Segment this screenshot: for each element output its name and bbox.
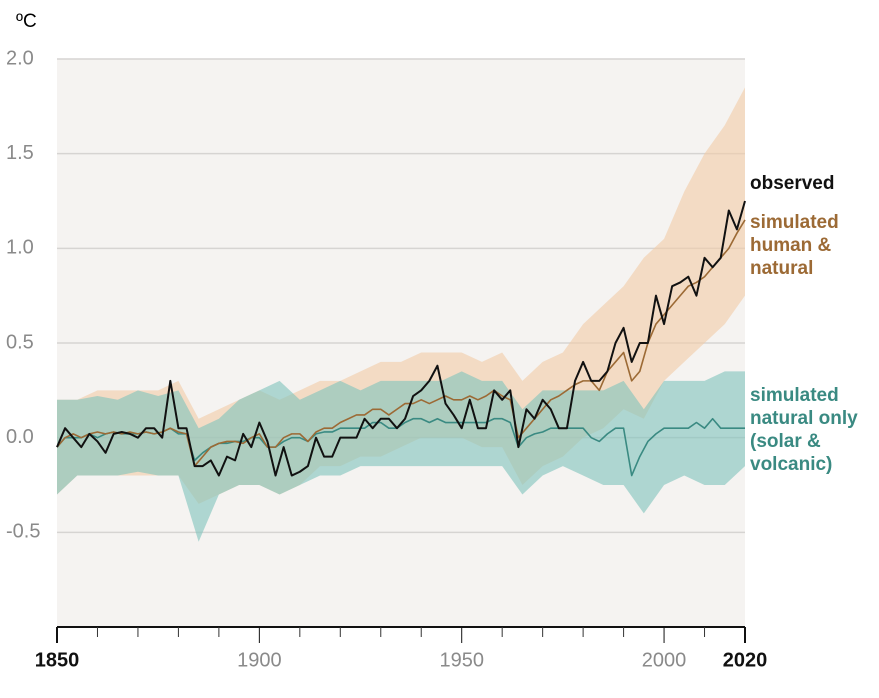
series-label: simulated natural only (solar & volcanic…: [750, 385, 858, 475]
uncertainty-band: [57, 371, 745, 542]
series-line: [56, 200, 746, 477]
y-tick-label: 1.0: [6, 237, 34, 259]
y-tick-label: 0.5: [6, 331, 34, 353]
series-label: simulated human & natural: [750, 212, 839, 279]
y-tick-label: 0.0: [6, 426, 34, 448]
y-tick-label: 2.0: [6, 47, 34, 69]
x-tick-label: 1900: [237, 649, 282, 671]
y-tick-label: -0.5: [6, 521, 40, 543]
x-tick-label: 1850: [35, 649, 80, 671]
x-tick-label: 2000: [642, 649, 687, 671]
y-tick-label: 1.5: [6, 142, 34, 164]
x-tick-label: 2020: [723, 649, 768, 671]
x-tick-label: 1950: [439, 649, 484, 671]
series-line: [56, 219, 746, 467]
y-axis-label: ºC: [16, 11, 37, 32]
series-label: observed: [750, 173, 835, 194]
